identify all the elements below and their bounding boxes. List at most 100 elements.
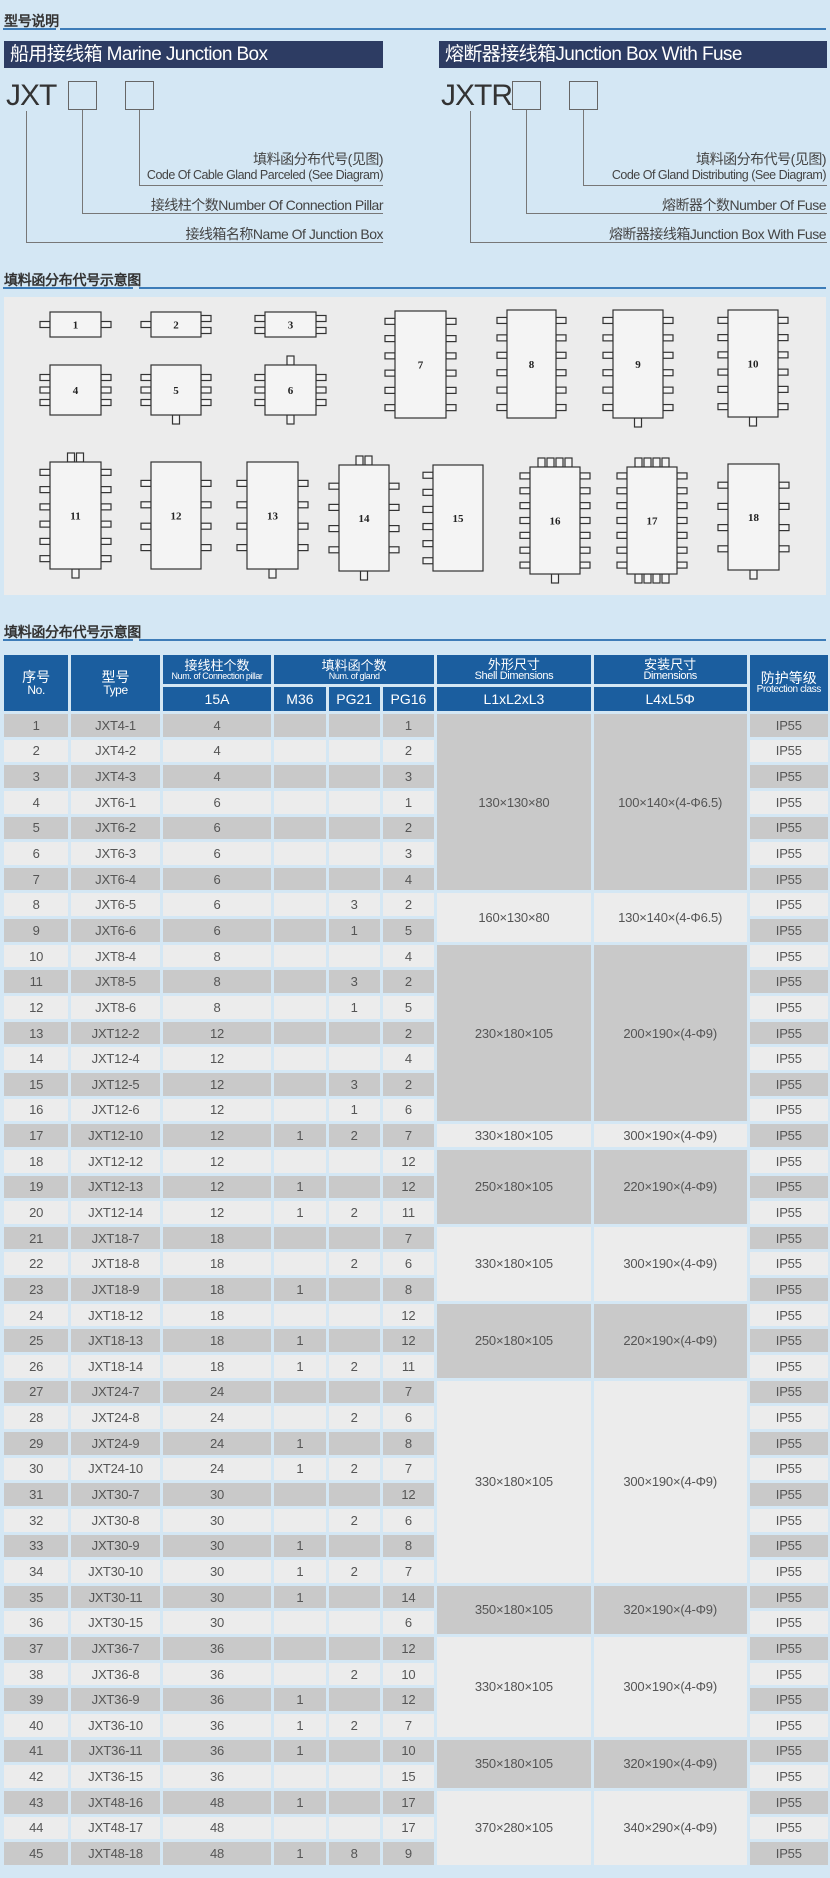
cell-m36: [274, 714, 326, 737]
gland-tab: [496, 334, 508, 342]
leader-line: [139, 110, 140, 185]
gland-tab: [328, 503, 340, 511]
gland-tab: [384, 386, 396, 394]
gland-tab: [254, 398, 266, 407]
gland-tab: [388, 525, 400, 533]
junction-box-outline: [150, 461, 202, 570]
cell-pg16: 4: [382, 944, 435, 968]
cell-type: JXT6-6: [71, 919, 160, 942]
gland-tab: [555, 334, 567, 342]
cell-protection: IP55: [749, 1508, 828, 1532]
table-row: 11 JXT8-5 8 3 2 IP55: [4, 970, 828, 994]
header-l4l5: L4xL5Φ: [593, 687, 747, 711]
gland-tab: [100, 468, 112, 476]
gland-tab: [39, 486, 51, 494]
cell-pg21: 2: [328, 1124, 380, 1147]
cell-no: 33: [4, 1534, 69, 1558]
cell-m36: [274, 970, 326, 994]
gland-tab: [422, 522, 434, 531]
cell-no: 28: [4, 1406, 69, 1429]
table-row: 3 JXT4-3 4 3 IP55: [4, 765, 828, 788]
cell-15a: 36: [162, 1739, 272, 1763]
gland-tab: [355, 455, 364, 466]
gland-tab: [519, 531, 531, 539]
cell-no: 6: [4, 842, 69, 865]
table-row: 23 JXT18-9 18 1 8 IP55: [4, 1278, 828, 1301]
gland-tab: [616, 502, 628, 510]
gland-tab: [496, 351, 508, 359]
gland-tab: [328, 546, 340, 554]
gland-tab: [717, 351, 729, 359]
cell-type: JXT18-7: [71, 1226, 160, 1250]
section-divider: [139, 287, 826, 289]
table-row: 26 JXT18-14 18 1 2 11 IP55: [4, 1355, 828, 1378]
cell-pg21: [328, 1637, 380, 1660]
cell-protection: IP55: [749, 714, 828, 737]
cell-protection: IP55: [749, 1637, 828, 1660]
cell-protection: IP55: [749, 1739, 828, 1763]
cell-15a: 30: [162, 1508, 272, 1532]
cell-15a: 12: [162, 1124, 272, 1147]
cell-pg16: 2: [382, 970, 435, 994]
gland-tab: [777, 368, 789, 376]
gland-tab: [717, 481, 729, 489]
gland-tab: [555, 403, 567, 412]
cell-install-dimensions: 130×140×(4-Φ6.5): [593, 893, 747, 942]
section-title-diagram: 填料函分布代号示意图: [4, 272, 141, 288]
gland-tab: [519, 546, 531, 554]
cell-pg21: [328, 1278, 380, 1301]
cell-pg16: 6: [382, 1508, 435, 1532]
cell-15a: 24: [162, 1431, 272, 1455]
gland-tab: [384, 335, 396, 343]
table-row: 2 JXT4-2 4 2 IP55: [4, 739, 828, 763]
cell-m36: [274, 1021, 326, 1045]
gland-tab: [555, 316, 567, 325]
gland-tab: [445, 352, 457, 360]
table-row: 15 JXT12-5 12 3 2 IP55: [4, 1072, 828, 1096]
cell-15a: 6: [162, 790, 272, 814]
header-protection: 防护等级 Protection class: [749, 655, 828, 711]
cell-m36: [274, 1637, 326, 1660]
gland-tab: [676, 531, 688, 539]
leader-line: [26, 111, 27, 242]
cell-m36: 1: [274, 1175, 326, 1199]
cell-m36: 1: [274, 1457, 326, 1481]
table-row: 9 JXT6-6 6 1 5 IP55: [4, 919, 828, 942]
cell-no: 13: [4, 1021, 69, 1045]
cell-15a: 24: [162, 1457, 272, 1481]
table-row: 28 JXT24-8 24 2 6 IP55: [4, 1406, 828, 1429]
cell-type: JXT18-13: [71, 1329, 160, 1353]
label-gland-code-cn: 填料函分布代号(见图): [696, 151, 826, 167]
junction-box-outline: [529, 466, 581, 575]
gland-tab: [140, 386, 152, 394]
cell-no: 8: [4, 893, 69, 917]
gland-tab: [777, 334, 789, 342]
cell-protection: IP55: [749, 1201, 828, 1224]
gland-tab: [519, 502, 531, 510]
gland-tab: [100, 386, 112, 394]
cell-15a: 24: [162, 1406, 272, 1429]
cell-m36: [274, 1072, 326, 1096]
cell-type: JXT18-12: [71, 1303, 160, 1327]
gland-tab: [555, 457, 564, 468]
cell-no: 40: [4, 1713, 69, 1737]
cell-pg21: 2: [328, 1713, 380, 1737]
cell-pg16: 6: [382, 1611, 435, 1635]
cell-protection: IP55: [749, 1688, 828, 1711]
diagram-label: 17: [647, 516, 659, 528]
gland-tab: [140, 501, 152, 509]
cell-m36: [274, 1047, 326, 1070]
cell-no: 1: [4, 714, 69, 737]
leader-line: [526, 110, 527, 213]
leader-line: [526, 213, 827, 214]
gland-tab: [717, 368, 729, 376]
cell-no: 29: [4, 1431, 69, 1455]
section-underline: [3, 287, 133, 289]
gland-tab: [579, 561, 591, 569]
cell-15a: 24: [162, 1380, 272, 1404]
junction-box-outline: [338, 464, 390, 572]
gland-tab: [200, 398, 212, 407]
cell-type: JXT12-10: [71, 1124, 160, 1147]
gland-tab: [579, 487, 591, 495]
code-placeholder-box: [569, 81, 598, 110]
